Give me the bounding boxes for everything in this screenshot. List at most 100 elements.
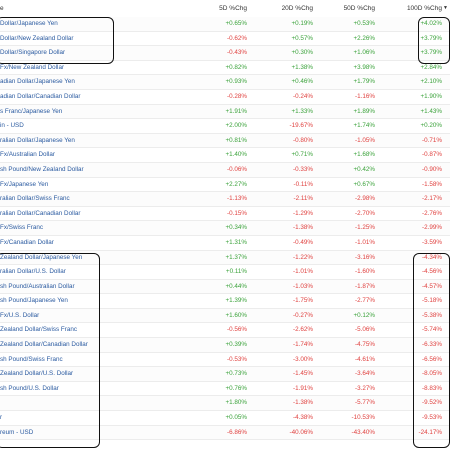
chg-20d: +0.46%	[291, 78, 313, 86]
chg-50d: +1.68%	[353, 151, 375, 159]
chg-50d: -3.27%	[355, 384, 375, 392]
chg-20d: -0.80%	[293, 136, 313, 144]
table-row: Fx/Swiss Franc +0.34% -1.38% -1.25% -2.99%	[0, 221, 450, 236]
chg-50d: -10.53%	[351, 414, 375, 422]
symbol-name-link[interactable]: sh Pound/Australian Dollar	[0, 282, 75, 290]
symbol-name-link[interactable]: ralian Dollar/Canadian Dollar	[0, 209, 81, 217]
symbol-name-link[interactable]: Dollar/Singapore Dollar	[0, 49, 66, 57]
chg-50d: +0.42%	[353, 165, 375, 173]
chg-20d: -1.75%	[293, 297, 313, 305]
chg-100d: -9.52%	[422, 399, 442, 407]
symbol-name-link[interactable]: ralian Dollar/Swiss Franc	[0, 195, 70, 203]
table-row: Zealand Dollar/U.S. Dollar +0.73% -1.45% -3…	[0, 367, 450, 382]
chg-20d: +0.30%	[291, 49, 313, 57]
chg-100d: +1.43%	[420, 107, 442, 115]
chg-20d: -0.27%	[293, 311, 313, 319]
symbol-name-link[interactable]: Zealand Dollar/Swiss Franc	[0, 326, 77, 334]
chg-50d: +1.74%	[353, 122, 375, 130]
chg-100d: -0.90%	[422, 165, 442, 173]
chg-100d: -5.18%	[422, 297, 442, 305]
symbol-name-link[interactable]: Zealand Dollar/U.S. Dollar	[0, 370, 74, 378]
symbol-name-link[interactable]: Zealand Dollar/Canadian Dollar	[0, 341, 88, 349]
chg-5d: +0.05%	[225, 414, 247, 422]
table-row: Zealand Dollar/Japanese Yen +1.37% -1.22% -…	[0, 250, 450, 266]
symbol-name-link[interactable]: Fx/U.S. Dollar	[0, 311, 40, 319]
table-row: sh Pound/U.S. Dollar +0.76% -1.91% -3.27% -8…	[0, 382, 450, 397]
symbol-name-link[interactable]: adian Dollar/Japanese Yen	[0, 78, 75, 86]
chg-50d: -1.05%	[355, 136, 375, 144]
chg-20d: -0.49%	[293, 238, 313, 246]
symbol-name-link[interactable]: sh Pound/U.S. Dollar	[0, 384, 59, 392]
chg-20d: -1.45%	[293, 370, 313, 378]
symbol-name-link[interactable]: ralian Dollar/U.S. Dollar	[0, 268, 66, 276]
chg-100d: +4.02%	[420, 20, 442, 27]
chg-20d: -1.29%	[293, 209, 313, 217]
chg-100d: -6.33%	[422, 341, 442, 349]
table-row: Dollar/New Zealand Dollar -0.62% +0.57% +2.…	[0, 32, 450, 47]
chg-100d: +3.79%	[420, 34, 442, 42]
table-row: s Franc/Japanese Yen +1.91% +1.33% +1.89% +1…	[0, 104, 450, 120]
table-row: r +0.05% -4.38% -10.53% -9.53%	[0, 411, 450, 426]
chg-5d: -0.53%	[227, 355, 247, 363]
table-row: adian Dollar/Japanese Yen +0.93% +0.46% +1.…	[0, 75, 450, 90]
table-row: sh Pound/Australian Dollar +0.44% -1.03% -1…	[0, 279, 450, 295]
symbol-name-link[interactable]: ralian Dollar/Japanese Yen	[0, 136, 75, 144]
table-row: sh Pound/New Zealand Dollar -0.06% -0.33% +…	[0, 162, 450, 178]
chg-100d: -0.87%	[422, 151, 442, 159]
symbol-name-link[interactable]: sh Pound/Japanese Yen	[0, 297, 68, 305]
symbol-name-link[interactable]: Fx/Swiss Franc	[0, 224, 44, 232]
quotes-table-body: Dollar/Japanese Yen +0.65% +0.19% +0.53% +4.…	[0, 17, 450, 441]
chg-100d: -24.17%	[418, 428, 442, 436]
symbol-name-link[interactable]: s Franc/Japanese Yen	[0, 107, 63, 115]
chg-5d: +0.73%	[225, 370, 247, 378]
chg-5d: +0.76%	[225, 384, 247, 392]
table-row: reum - USD -6.86% -40.06% -43.40% -24.17%	[0, 425, 450, 441]
table-row: in - USD +2.00% -19.67% +1.74% +0.20%	[0, 119, 450, 134]
symbol-name-link[interactable]: Zealand Dollar/Japanese Yen	[0, 253, 83, 261]
symbol-name-link[interactable]: Dollar/Japanese Yen	[0, 20, 58, 27]
chg-50d: -2.70%	[355, 209, 375, 217]
table-row: Fx/U.S. Dollar +1.60% -0.27% +0.12% -5.38%	[0, 308, 450, 324]
header-100d-chg[interactable]: 100D %Chg	[406, 5, 442, 12]
table-header: e 5D %Chg 20D %Chg 50D %Chg 100D %Chg ▼	[0, 0, 450, 18]
chg-100d: -5.74%	[422, 326, 442, 334]
chg-50d: +3.98%	[353, 63, 375, 71]
chg-20d: -2.11%	[293, 195, 313, 203]
symbol-name-link[interactable]: Fx/Canadian Dollar	[0, 238, 54, 246]
header-20d-chg[interactable]: 20D %Chg	[281, 5, 313, 12]
table-row: adian Dollar/Canadian Dollar -0.28% -0.24%…	[0, 90, 450, 105]
chg-20d: +1.38%	[291, 63, 313, 71]
symbol-name-link[interactable]: Fx/Australian Dollar	[0, 151, 55, 159]
table-row: ralian Dollar/Swiss Franc -1.13% -2.11% -2.…	[0, 192, 450, 207]
chg-5d: +0.93%	[225, 78, 247, 86]
header-50d-chg[interactable]: 50D %Chg	[343, 5, 375, 12]
symbol-name-link[interactable]: Dollar/New Zealand Dollar	[0, 34, 74, 42]
sort-desc-icon[interactable]: ▼	[443, 5, 448, 11]
chg-100d: +2.10%	[420, 78, 442, 86]
symbol-name-link[interactable]: sh Pound/Swiss Franc	[0, 355, 63, 363]
chg-5d: -0.06%	[227, 165, 247, 173]
chg-50d: -5.06%	[355, 326, 375, 334]
chg-20d: -4.38%	[293, 414, 313, 422]
symbol-name-link[interactable]: sh Pound/New Zealand Dollar	[0, 165, 84, 173]
chg-50d: -3.16%	[355, 253, 375, 261]
chg-5d: +1.91%	[225, 107, 247, 115]
symbol-name-link[interactable]: r	[0, 414, 3, 422]
table-row: sh Pound/Japanese Yen +1.39% -1.75% -2.77% -…	[0, 294, 450, 309]
table-row: sh Pound/Swiss Franc -0.53% -3.00% -4.61% -6…	[0, 353, 450, 368]
table-row: Dollar/Japanese Yen +0.65% +0.19% +0.53% +4.…	[0, 17, 450, 32]
chg-50d: -1.60%	[355, 268, 375, 276]
chg-20d: -0.33%	[293, 165, 313, 173]
chg-100d: -9.53%	[422, 414, 442, 422]
symbol-name-link[interactable]: Fx/New Zealand Dollar	[0, 63, 65, 71]
symbol-name-link[interactable]: in - USD	[0, 122, 24, 130]
header-5d-chg[interactable]: 5D %Chg	[219, 5, 247, 12]
chg-20d: -1.22%	[293, 253, 313, 261]
symbol-name-link[interactable]: Fx/Japanese Yen	[0, 180, 49, 188]
symbol-name-link[interactable]: adian Dollar/Canadian Dollar	[0, 92, 81, 100]
symbol-name-link[interactable]: reum - USD	[0, 428, 34, 436]
chg-5d: +0.34%	[225, 224, 247, 232]
table-row: +1.80% -1.38% -5.77% -9.52%	[0, 396, 450, 412]
chg-50d: +2.26%	[353, 34, 375, 42]
header-name[interactable]: e	[0, 5, 4, 12]
